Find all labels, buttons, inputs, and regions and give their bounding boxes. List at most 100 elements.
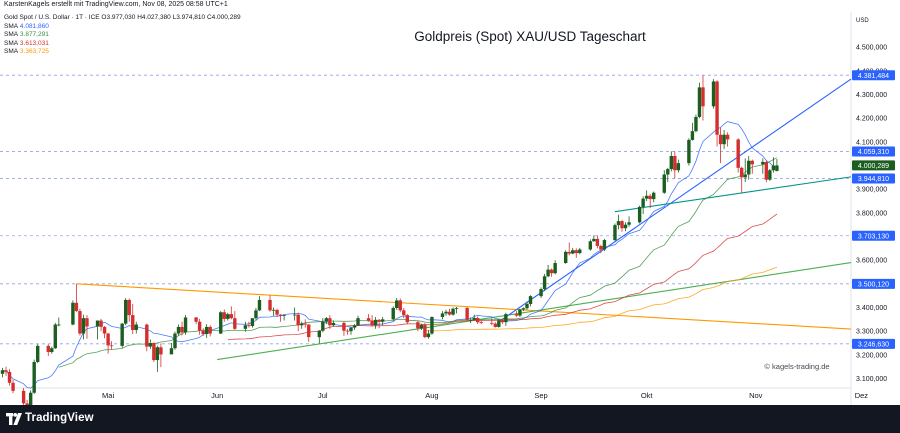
candle-body <box>127 299 131 316</box>
sma-line <box>424 266 778 332</box>
candle-body <box>542 276 547 290</box>
last-price-badge <box>852 160 895 171</box>
candle-body <box>57 324 61 326</box>
price-label-badge <box>852 230 895 241</box>
candle-body <box>775 165 779 171</box>
candle-body <box>644 195 649 199</box>
candle-body <box>243 325 248 329</box>
candle-body <box>694 116 698 132</box>
time-tick-label: Sep <box>534 391 547 400</box>
candle-body <box>278 314 283 316</box>
candle-body <box>447 311 452 315</box>
sma-label: SMA <box>4 22 19 30</box>
price-tick-label: 3.200,000 <box>856 352 887 359</box>
candle-body <box>546 269 550 277</box>
sma-label: SMA <box>4 31 19 39</box>
candle-body <box>514 314 519 316</box>
candle-body <box>201 330 205 335</box>
candle-body <box>518 309 522 316</box>
trendline <box>217 261 852 361</box>
candle-body <box>352 325 357 328</box>
candle-body <box>233 318 237 329</box>
candle-body <box>493 323 497 327</box>
candle-body <box>504 314 508 323</box>
candle-body <box>711 81 716 107</box>
time-tick-label: Jul <box>318 391 328 400</box>
candle-body <box>46 345 50 353</box>
time-tick-label: Aug <box>425 391 438 400</box>
legend-sma-1[interactable]: SMA 4.081,860 <box>4 23 241 32</box>
price-tick-label: 4.100,000 <box>856 139 887 146</box>
candle-body <box>465 307 469 320</box>
time-tick-label: Mai <box>102 391 114 400</box>
brand-name[interactable]: TradingView <box>25 412 94 424</box>
candle-body <box>109 345 114 347</box>
candle-body <box>490 322 494 324</box>
footer-bar: TradingView <box>0 405 900 433</box>
legend-sma-3[interactable]: SMA 3.613,031 <box>4 40 241 49</box>
candle-body <box>764 161 769 180</box>
sma-value: 3.613,031 <box>19 39 49 47</box>
candle-body <box>155 347 160 361</box>
price-label-badge <box>852 338 895 349</box>
candle-body <box>395 300 399 308</box>
price-label-text: 3.703,130 <box>858 233 889 240</box>
candle-body <box>247 325 251 327</box>
candle-body <box>268 299 272 311</box>
price-label-text: 3.500,120 <box>858 281 889 288</box>
candle-body <box>426 333 431 338</box>
price-label-text: 4.381,484 <box>858 73 889 80</box>
candle-body <box>662 174 666 193</box>
candle-body <box>676 163 681 171</box>
candle-body <box>564 251 568 264</box>
legend-sma-4[interactable]: SMA 3.363,725 <box>4 48 241 57</box>
candle-body <box>747 160 751 175</box>
candle-body <box>722 134 726 145</box>
sma-value: 3.877,291 <box>19 31 49 39</box>
tradingview-logo-icon[interactable] <box>6 413 22 425</box>
legend-sma-2[interactable]: SMA 3.877,291 <box>4 31 241 40</box>
candle-body <box>169 348 174 355</box>
candle-body <box>208 326 212 334</box>
price-label-badge <box>852 146 895 157</box>
candle-body <box>366 318 371 321</box>
candle-body <box>159 347 163 355</box>
candle-body <box>602 240 607 250</box>
candle-body <box>321 321 325 331</box>
last-price-text: 4.000,289 <box>858 163 889 170</box>
price-tick-label: 3.400,000 <box>856 305 887 312</box>
price-tick-label: 4.200,000 <box>856 116 887 123</box>
candle-body <box>324 318 329 322</box>
candle-body <box>440 313 445 317</box>
candle-body <box>419 325 424 329</box>
candle-body <box>254 310 258 319</box>
candle-body <box>423 325 427 338</box>
candle-body <box>292 314 297 316</box>
candle-body <box>588 241 593 250</box>
candle-body <box>476 317 480 323</box>
sma-label: SMA <box>4 48 19 56</box>
candle-body <box>391 307 395 320</box>
trendline <box>614 176 852 213</box>
candle-body <box>553 263 557 274</box>
candle-body <box>0 370 5 374</box>
candle-body <box>219 312 223 334</box>
price-labels: 4.381,484 4.059,310 3.944,810 3.703,130 3.50… <box>852 70 895 349</box>
candle-body <box>222 312 226 319</box>
price-label-badge <box>852 278 895 289</box>
candle-body <box>183 317 188 333</box>
price-tick-label: 3.100,000 <box>856 376 887 383</box>
candle-body <box>416 322 420 329</box>
candle-body <box>669 156 673 170</box>
candle-body <box>303 323 307 325</box>
price-chart[interactable]: Goldpreis (Spot) XAU/USD Tageschart © ka… <box>0 0 900 405</box>
time-tick-label: Dez <box>855 391 869 400</box>
price-label-text: 3.944,810 <box>858 176 889 183</box>
candle-body <box>180 326 184 333</box>
candle-body <box>701 87 705 107</box>
candle-body <box>405 315 409 323</box>
chart-title: Goldpreis (Spot) XAU/USD Tageschart <box>414 29 646 44</box>
candle-body <box>11 382 15 391</box>
candle-body <box>578 249 582 254</box>
candle-body <box>194 317 198 322</box>
